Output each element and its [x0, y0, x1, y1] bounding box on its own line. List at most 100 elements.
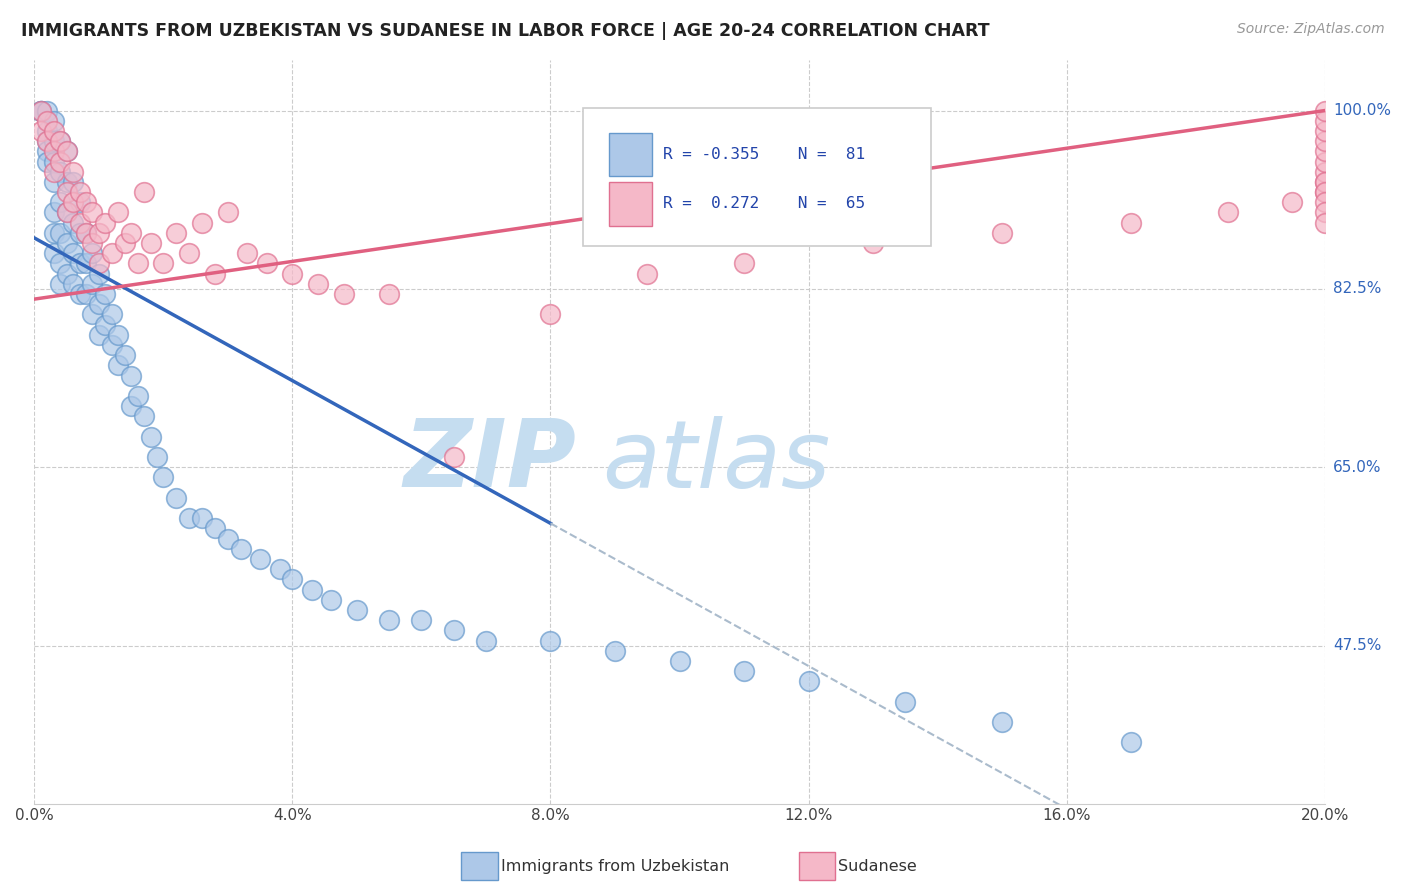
- Point: [101, 246, 124, 260]
- Point: [69, 287, 91, 301]
- Point: [87, 327, 110, 342]
- Point: [49, 165, 72, 179]
- Point: [256, 256, 278, 270]
- Point: [1313, 205, 1336, 219]
- Point: [62, 195, 84, 210]
- Point: [42, 165, 65, 179]
- Point: [333, 287, 356, 301]
- Point: [107, 205, 129, 219]
- Point: [204, 267, 226, 281]
- Point: [55, 205, 77, 219]
- Point: [82, 246, 104, 260]
- Point: [107, 359, 129, 373]
- Point: [87, 226, 110, 240]
- Text: ZIP: ZIP: [404, 416, 576, 508]
- Point: [55, 145, 77, 159]
- Point: [82, 307, 104, 321]
- Point: [75, 226, 97, 240]
- Point: [42, 134, 65, 148]
- Point: [42, 226, 65, 240]
- Point: [894, 695, 917, 709]
- Text: Sudanese: Sudanese: [838, 859, 917, 873]
- Point: [269, 562, 291, 576]
- Point: [82, 235, 104, 250]
- Point: [1313, 216, 1336, 230]
- Point: [30, 103, 52, 118]
- Text: 47.5%: 47.5%: [1333, 638, 1381, 653]
- Point: [69, 216, 91, 230]
- Text: R =  0.272    N =  65: R = 0.272 N = 65: [662, 196, 865, 211]
- Point: [1313, 175, 1336, 189]
- Point: [991, 715, 1014, 730]
- Point: [1313, 134, 1336, 148]
- Point: [636, 267, 658, 281]
- Point: [30, 103, 52, 118]
- FancyBboxPatch shape: [582, 108, 931, 245]
- Text: 100.0%: 100.0%: [1333, 103, 1391, 118]
- Point: [75, 256, 97, 270]
- Point: [101, 307, 124, 321]
- Point: [30, 103, 52, 118]
- Point: [69, 185, 91, 199]
- Point: [82, 205, 104, 219]
- Point: [94, 318, 117, 332]
- Point: [62, 175, 84, 189]
- Point: [1313, 185, 1336, 199]
- Point: [49, 134, 72, 148]
- Point: [1313, 113, 1336, 128]
- Point: [37, 103, 59, 118]
- Point: [87, 267, 110, 281]
- Point: [37, 124, 59, 138]
- Point: [139, 235, 162, 250]
- Point: [733, 256, 755, 270]
- Point: [862, 235, 884, 250]
- Point: [1313, 175, 1336, 189]
- Point: [37, 134, 59, 148]
- Point: [1119, 735, 1142, 749]
- Point: [152, 256, 174, 270]
- Point: [49, 195, 72, 210]
- Point: [120, 399, 142, 413]
- Point: [69, 226, 91, 240]
- Point: [37, 113, 59, 128]
- Point: [204, 521, 226, 535]
- Point: [378, 613, 401, 627]
- Text: Immigrants from Uzbekistan: Immigrants from Uzbekistan: [501, 859, 728, 873]
- Point: [55, 175, 77, 189]
- Point: [540, 633, 562, 648]
- Point: [1313, 103, 1336, 118]
- Point: [1313, 195, 1336, 210]
- Point: [49, 134, 72, 148]
- Point: [139, 430, 162, 444]
- Point: [443, 624, 465, 638]
- Point: [94, 216, 117, 230]
- Point: [42, 205, 65, 219]
- Point: [37, 154, 59, 169]
- Point: [991, 226, 1014, 240]
- Point: [42, 175, 65, 189]
- Point: [42, 246, 65, 260]
- Point: [1313, 145, 1336, 159]
- Point: [69, 256, 91, 270]
- Point: [42, 154, 65, 169]
- Point: [49, 277, 72, 291]
- Point: [229, 541, 252, 556]
- Text: Source: ZipAtlas.com: Source: ZipAtlas.com: [1237, 22, 1385, 37]
- Point: [733, 664, 755, 678]
- Text: R = -0.355    N =  81: R = -0.355 N = 81: [662, 146, 865, 161]
- Point: [62, 216, 84, 230]
- Point: [165, 226, 187, 240]
- Point: [346, 603, 368, 617]
- Point: [236, 246, 259, 260]
- Point: [1216, 205, 1239, 219]
- Point: [1119, 216, 1142, 230]
- Point: [179, 246, 201, 260]
- Point: [152, 470, 174, 484]
- FancyBboxPatch shape: [609, 182, 652, 227]
- Point: [30, 103, 52, 118]
- Point: [49, 226, 72, 240]
- Point: [540, 307, 562, 321]
- Point: [49, 154, 72, 169]
- Point: [69, 195, 91, 210]
- Point: [114, 235, 136, 250]
